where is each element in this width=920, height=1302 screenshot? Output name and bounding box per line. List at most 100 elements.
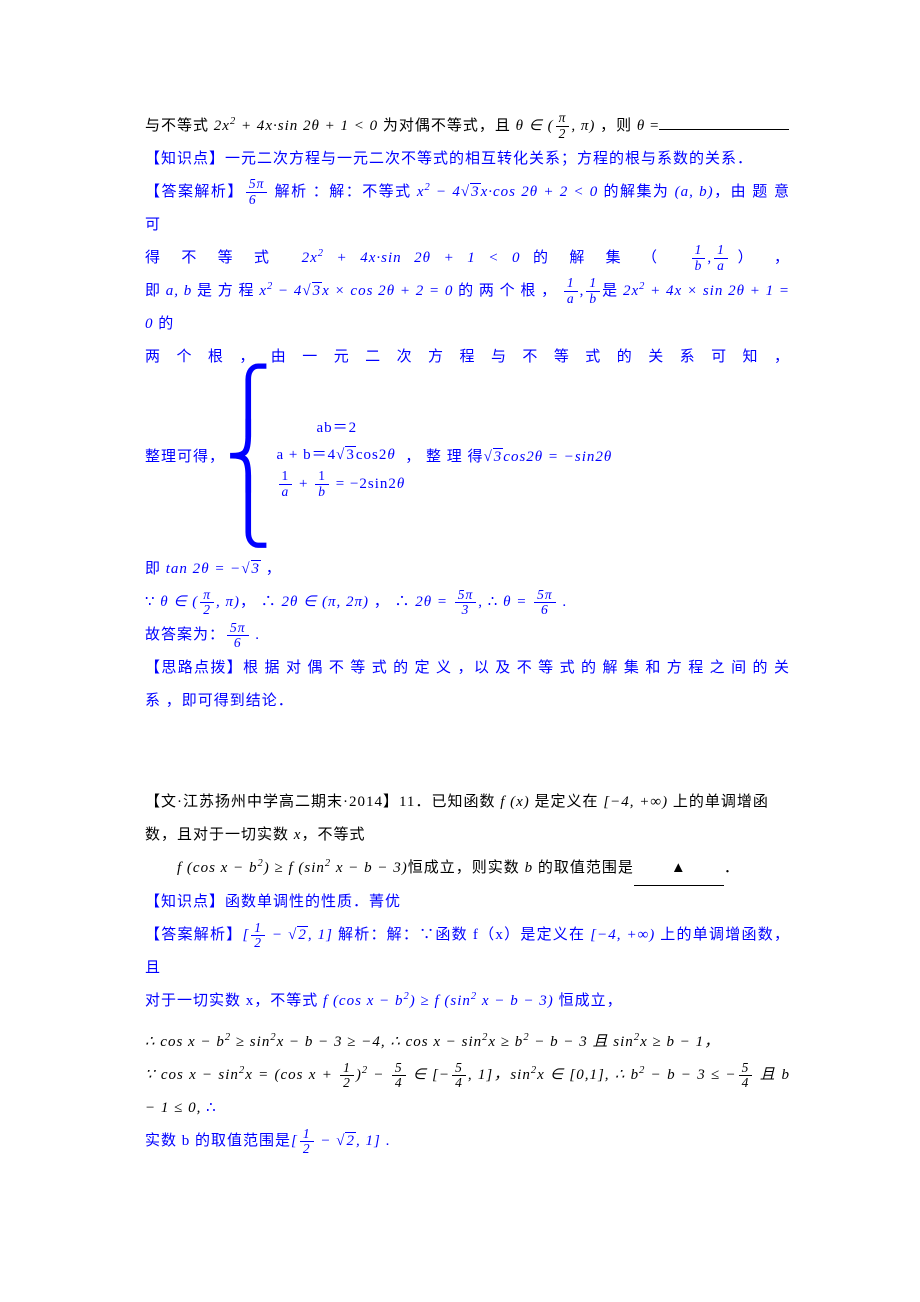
p8-eq: tan 2θ = −√3: [166, 560, 261, 577]
p8: 即 tan 2θ = −√3 ，: [145, 553, 790, 586]
a2e-ans: [12 − √2, 1]: [291, 1133, 381, 1149]
q2-fx: f (x): [500, 794, 530, 810]
q2-source: 【文·江苏扬州中学高二期末·2014】11．: [145, 794, 431, 810]
p3: 【答案解析】5π6 解析 ：解：不等式 x2 − 4√3x·cos 2θ + 2…: [145, 176, 790, 242]
p9-tail: .: [558, 594, 568, 610]
q2-t2: 是定义在: [530, 794, 604, 810]
a2c: ∴ cos x − b2 ≥ sin2x − b − 3 ≥ −4, ∴ cos…: [145, 1026, 790, 1059]
p5-t2: 是 方 程: [192, 283, 259, 299]
a2d: ∵ cos x − sin2x = (cos x + 12)2 − 54 ∈ […: [145, 1059, 790, 1125]
p5-f1: 1a: [564, 276, 578, 307]
q2c-b: b: [525, 860, 534, 876]
p4-f2: 1a: [714, 243, 728, 274]
q2c-t2: 的取值范围是: [533, 860, 634, 876]
p1-expr1: 2x2 + 4x·sin 2θ + 1 < 0: [214, 118, 378, 134]
answer-blank-2: ▲: [634, 852, 724, 886]
p1-mid2: ，则: [600, 118, 632, 134]
p4-f1: 1b: [692, 243, 706, 274]
p9-e1: θ ∈ (π2, π): [160, 594, 240, 610]
p1-tail: =: [650, 118, 659, 134]
p1: 与不等式 2x2 + 4x·sin 2θ + 1 < 0 为对偶不等式，且 θ …: [145, 110, 790, 143]
a2b-t1: 对于一切实数 x，不等式: [145, 993, 323, 1009]
p3-set: (a, b): [675, 184, 714, 200]
k2-text: 函数单调性的性质．菁优: [225, 894, 401, 910]
p7: 整理可得， ⎧⎨⎩ ab＝2 a + b＝4√3cos2θ 1a + 1b = …: [145, 374, 790, 541]
p4-t3: ） ，: [730, 250, 790, 266]
a2b-ineq: f (cos x − b2) ≥ f (sin2 x − b − 3): [323, 993, 554, 1009]
p5-t4: 是: [602, 283, 623, 299]
a2-t1: 解析：解：∵函数 f（x）是定义在: [333, 927, 590, 943]
p3-t1: 解析 ：解：不等式: [269, 184, 416, 200]
p10-lead: 故答案为：: [145, 627, 225, 643]
p9-t3: ， ∴: [369, 594, 415, 610]
a2-ans: [12 − √2, 1]: [242, 927, 333, 943]
sys-row1: ab＝2: [277, 415, 406, 442]
q2-t1: 已知函数: [431, 794, 500, 810]
k2: 【知识点】函数单调性的性质．菁优: [145, 886, 790, 919]
p1-mid1: 为对偶不等式，且: [383, 118, 511, 134]
p3-expr: x2 − 4√3x·cos 2θ + 2 < 0: [417, 184, 598, 200]
q2c-ineq: f (cos x − b2) ≥ f (sin2 x − b − 3): [177, 860, 408, 876]
p9-t2: ， ∴: [240, 594, 282, 610]
p7-mid: ， 整 理 得: [405, 441, 483, 474]
p5: 即 a, b 是 方 程 x2 − 4√3x × cos 2θ + 2 = 0 …: [145, 275, 790, 341]
p11: 【思路点拨】根 据 对 偶 不 等 式 的 定 义 ，以 及 不 等 式 的 解…: [145, 652, 790, 718]
a2b-t2: 恒成立，: [554, 993, 623, 1009]
p9: ∵ θ ∈ (π2, π)， ∴ 2θ ∈ (π, 2π) ， ∴ 2θ = 5…: [145, 586, 790, 619]
q2-t3: 上的单调增函: [668, 794, 769, 810]
a2-domain: [−4, +∞): [590, 927, 655, 943]
p5-t3: 的 两 个 根 ，: [453, 283, 562, 299]
p4-expr: 2x2 + 4x·sin 2θ + 1 < 0: [302, 250, 521, 266]
left-brace: ⎧⎨⎩: [225, 374, 273, 541]
p5-e1: x2 − 4√3x × cos 2θ + 2 = 0: [259, 283, 453, 299]
q2c-tail: ．: [724, 860, 740, 876]
p4-t2: 的 解 集 （: [533, 250, 666, 266]
p2-text: 一元二次方程与一元二次不等式的相互转化关系；方程的根与系数的关系．: [225, 151, 753, 167]
p4-t1: 得 不 等 式: [145, 250, 278, 266]
q2b-t1: 数，且对于一切实数: [145, 827, 294, 843]
p5-t5: 的: [154, 316, 175, 332]
a2e: 实数 b 的取值范围是[12 − √2, 1] .: [145, 1125, 790, 1158]
a2e-tail: .: [381, 1133, 391, 1149]
p1-var: θ: [637, 118, 645, 134]
p9-t1: ∵: [145, 594, 160, 610]
p8-lead: 即: [145, 561, 166, 577]
p9-e2: 2θ ∈ (π, 2π): [282, 594, 369, 610]
p1-theta-range: θ ∈ (π2, π): [516, 118, 596, 134]
p5-f2: 1b: [586, 276, 600, 307]
p5-ab: a, b: [166, 283, 193, 299]
p3-label: 【答案解析】: [145, 184, 244, 200]
p11-label: 【思路点拨】: [145, 660, 243, 676]
q2: 【文·江苏扬州中学高二期末·2014】11．已知函数 f (x) 是定义在 [−…: [145, 786, 790, 819]
p7-lead: 整理可得，: [145, 441, 225, 474]
p9-e4: θ = 5π6: [503, 594, 558, 610]
p10: 故答案为：5π6 .: [145, 619, 790, 652]
p5-t1: 即: [145, 283, 166, 299]
a2b: 对于一切实数 x，不等式 f (cos x − b2) ≥ f (sin2 x …: [145, 985, 790, 1018]
q2c-t1: 恒成立，则实数: [408, 860, 525, 876]
q2c: f (cos x − b2) ≥ f (sin2 x − b − 3)恒成立，则…: [145, 852, 790, 886]
p4: 得 不 等 式 2x2 + 4x·sin 2θ + 1 < 0 的 解 集 （ …: [145, 242, 790, 275]
p3-ans: 5π6: [246, 177, 268, 208]
a2-label: 【答案解析】: [145, 927, 242, 943]
p9-e3: 2θ = 5π3: [415, 594, 478, 610]
p2-label: 【知识点】: [145, 151, 225, 167]
q2b-t2: ，不等式: [301, 827, 365, 843]
p8-tail: ，: [261, 561, 282, 577]
equation-system: ⎧⎨⎩ ab＝2 a + b＝4√3cos2θ 1a + 1b = −2sin2…: [225, 374, 405, 541]
p3-t2: 的解集为: [598, 184, 674, 200]
q2b: 数，且对于一切实数 x，不等式: [145, 819, 790, 852]
p9-t4: , ∴: [478, 594, 503, 610]
q2-domain: [−4, +∞): [603, 794, 668, 810]
p7-eq: √3cos2θ = −sin2θ: [484, 441, 613, 474]
p2: 【知识点】一元二次方程与一元二次不等式的相互转化关系；方程的根与系数的关系．: [145, 143, 790, 176]
k2-label: 【知识点】: [145, 894, 225, 910]
a2: 【答案解析】[12 − √2, 1] 解析：解：∵函数 f（x）是定义在 [−4…: [145, 919, 790, 985]
p10-ans: 5π6: [227, 621, 249, 652]
answer-blank-1: [659, 115, 789, 130]
p10-tail: .: [251, 627, 261, 643]
p1-prefix: 与不等式: [145, 118, 209, 134]
sys-row2: a + b＝4√3cos2θ: [277, 442, 406, 469]
a2e-t1: 实数 b 的取值范围是: [145, 1133, 291, 1149]
sys-row3: 1a + 1b = −2sin2θ: [277, 469, 406, 500]
